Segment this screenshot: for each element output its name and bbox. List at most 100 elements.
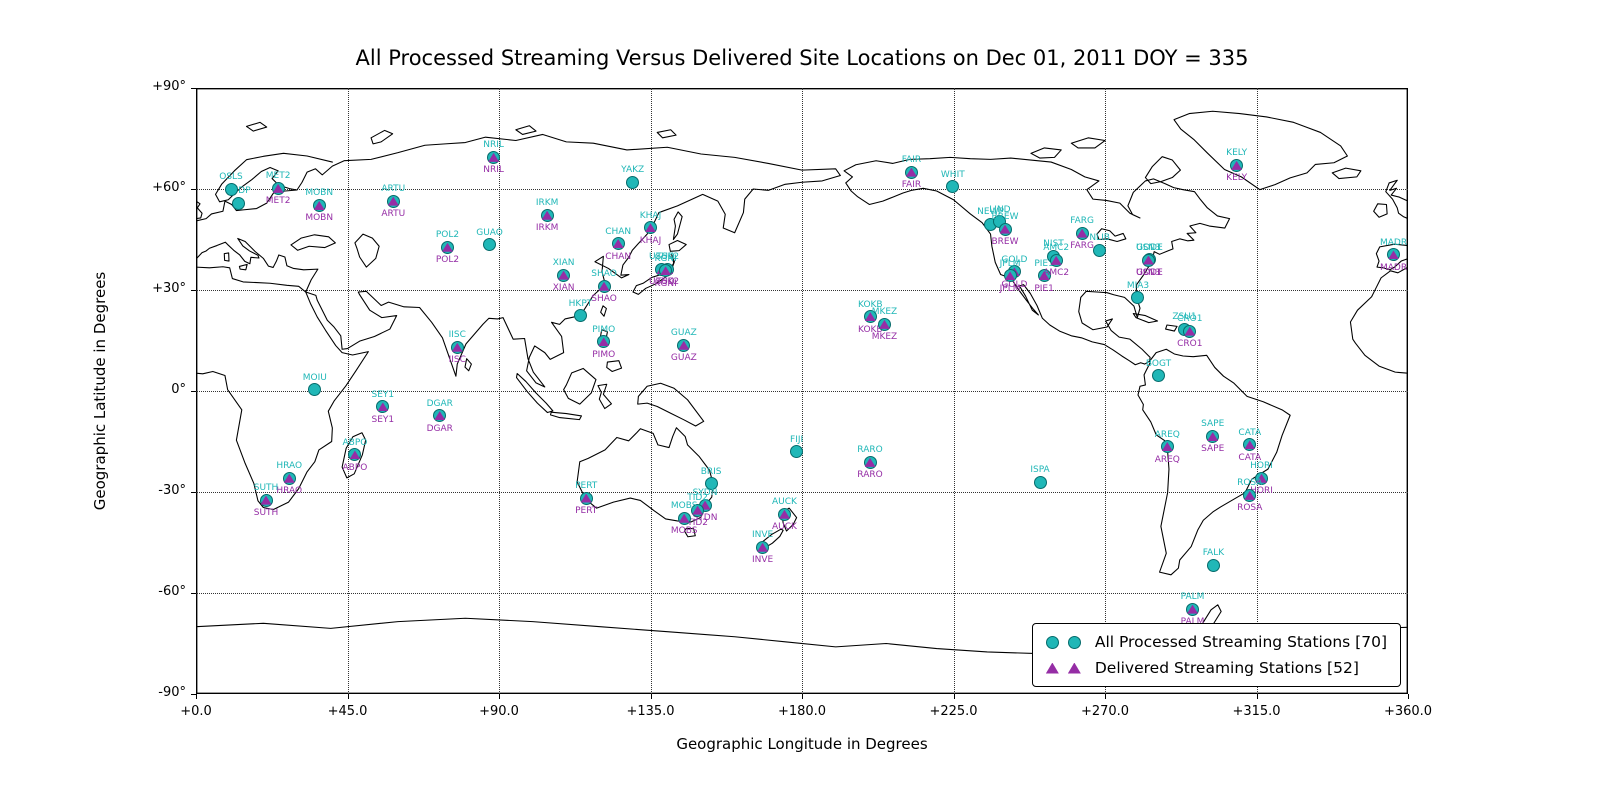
station-label-streaming: AMC2 [1043, 243, 1070, 254]
station-label-delivered: AUCK [772, 522, 797, 533]
delivered-triangle-marker [1244, 440, 1256, 450]
x-tick-mark [499, 694, 501, 699]
coastline-australia-nz [576, 427, 798, 550]
streaming-circle-marker [946, 180, 960, 194]
station-label-delivered: SHAO [591, 294, 617, 305]
station-label-delivered: PERT [575, 506, 598, 517]
y-tick-label: +90° [152, 79, 186, 94]
station-label-delivered: XIAN [552, 283, 575, 294]
station-label-streaming: MIA3 [1126, 280, 1150, 291]
x-tick-mark [1105, 694, 1107, 699]
station-label-streaming: MOBS [670, 501, 698, 512]
station-label-delivered: TSK2 [656, 277, 680, 288]
x-tick-label: +135.0 [626, 704, 675, 719]
x-tick-label: +360.0 [1383, 704, 1433, 719]
x-tick-mark [953, 694, 955, 699]
station-label-delivered: NRIL [483, 165, 504, 176]
station-label-delivered: KOKB [858, 324, 883, 335]
station-label-streaming: BUDP [225, 186, 251, 197]
station-label-streaming: HKPT [568, 298, 593, 309]
station-label-streaming: SUTH [253, 483, 279, 494]
station-label-delivered: MET2 [265, 196, 291, 207]
legend-label-streaming: All Processed Streaming Stations [70] [1094, 633, 1387, 651]
gridline-horizontal [196, 593, 1408, 594]
streaming-circle-marker [231, 196, 245, 210]
station-label-delivered: INVE [751, 555, 774, 566]
station-label-streaming: TID2 [687, 493, 709, 504]
station-label-delivered: HRAO [276, 486, 303, 497]
legend: All Processed Streaming Stations [70] De… [1031, 623, 1401, 687]
delivered-triangle-marker [1207, 431, 1219, 441]
delivered-triangle-marker [1184, 326, 1196, 336]
x-tick-mark [1256, 694, 1258, 699]
delivered-triangle-marker [377, 402, 389, 412]
coastline-se-asia-islands [515, 305, 705, 427]
station-label-delivered: USN3 [1136, 268, 1161, 279]
delivered-triangle-icon [1045, 662, 1059, 674]
delivered-triangle-marker [272, 183, 284, 193]
station-label-streaming: NLIB [1089, 233, 1110, 244]
streaming-circle-icon [1067, 635, 1081, 649]
x-tick-label: +270.0 [1080, 704, 1130, 719]
delivered-triangle-marker [260, 495, 272, 505]
gridline-horizontal [196, 492, 1408, 493]
y-tick-mark [191, 88, 196, 90]
station-label-streaming: USN3 [1136, 243, 1161, 254]
station-label-streaming: CATA [1238, 427, 1262, 438]
gridline-horizontal [196, 391, 1408, 392]
station-label-streaming: SEY1 [371, 389, 395, 400]
station-label-delivered: MOBS [670, 526, 698, 537]
coastline-africa-west-wrapped [1349, 266, 1408, 374]
y-tick-mark [191, 694, 196, 696]
delivered-triangle-marker [1161, 442, 1173, 452]
y-tick-label: -30° [158, 483, 186, 498]
station-label-streaming: GODE [1136, 242, 1163, 253]
station-label-streaming: GOLD [1001, 254, 1028, 265]
station-label-streaming: HORI [1250, 461, 1273, 472]
delivered-triangle-marker [612, 239, 624, 249]
station-label-streaming: FALK [1202, 548, 1225, 559]
y-tick-label: +60° [152, 180, 186, 195]
delivered-triangle-marker [678, 513, 690, 523]
station-label-delivered: PIMO [592, 349, 616, 360]
x-axis-label: Geographic Longitude in Degrees [676, 735, 928, 753]
coastline-indian-ocean-islands [341, 358, 472, 479]
delivered-triangle-marker [905, 167, 917, 177]
station-label-delivered: KHAJ [639, 235, 662, 246]
delivered-triangle-marker [1142, 255, 1154, 265]
legend-label-delivered: Delivered Streaming Stations [52] [1094, 659, 1359, 677]
delivered-triangle-marker [878, 319, 890, 329]
station-label-streaming: NEWP [977, 207, 1004, 217]
streaming-circle-marker [1093, 243, 1107, 257]
streaming-circle-marker [1206, 558, 1220, 572]
station-label-streaming: MET2 [265, 171, 291, 182]
station-label-streaming: YAKZ [621, 165, 645, 176]
station-label-delivered: TID2 [687, 518, 709, 529]
legend-row-streaming: All Processed Streaming Stations [70] [1045, 633, 1387, 651]
y-tick-mark [191, 492, 196, 494]
station-label-streaming: ISPA [1030, 465, 1050, 476]
delivered-triangle-marker [864, 457, 876, 467]
coastline-british-isles [196, 167, 1408, 220]
station-label-delivered: FAIR [901, 180, 922, 191]
station-label-delivered: SEY1 [371, 414, 395, 425]
x-tick-label: +315.0 [1232, 704, 1281, 719]
station-label-streaming: PERT [575, 481, 598, 492]
station-label-streaming: AREQ [1154, 429, 1180, 440]
delivered-triangle-marker [1187, 604, 1199, 614]
streaming-circle-marker [626, 175, 640, 189]
station-label-streaming: SYDN [692, 488, 718, 499]
x-tick-mark [802, 694, 804, 699]
delivered-triangle-marker [349, 450, 361, 460]
y-tick-mark [191, 593, 196, 595]
delivered-triangle-marker [580, 493, 592, 503]
station-label-streaming: ARTU [381, 184, 406, 195]
coastline-caribbean [1132, 313, 1178, 332]
station-label-streaming: HRAO [276, 461, 303, 472]
streaming-circle-marker [483, 238, 497, 252]
delivered-triangle-marker [387, 196, 399, 206]
delivered-triangle-marker [451, 342, 463, 352]
legend-row-delivered: Delivered Streaming Stations [52] [1045, 659, 1387, 677]
station-label-delivered: HORI [1250, 486, 1273, 497]
